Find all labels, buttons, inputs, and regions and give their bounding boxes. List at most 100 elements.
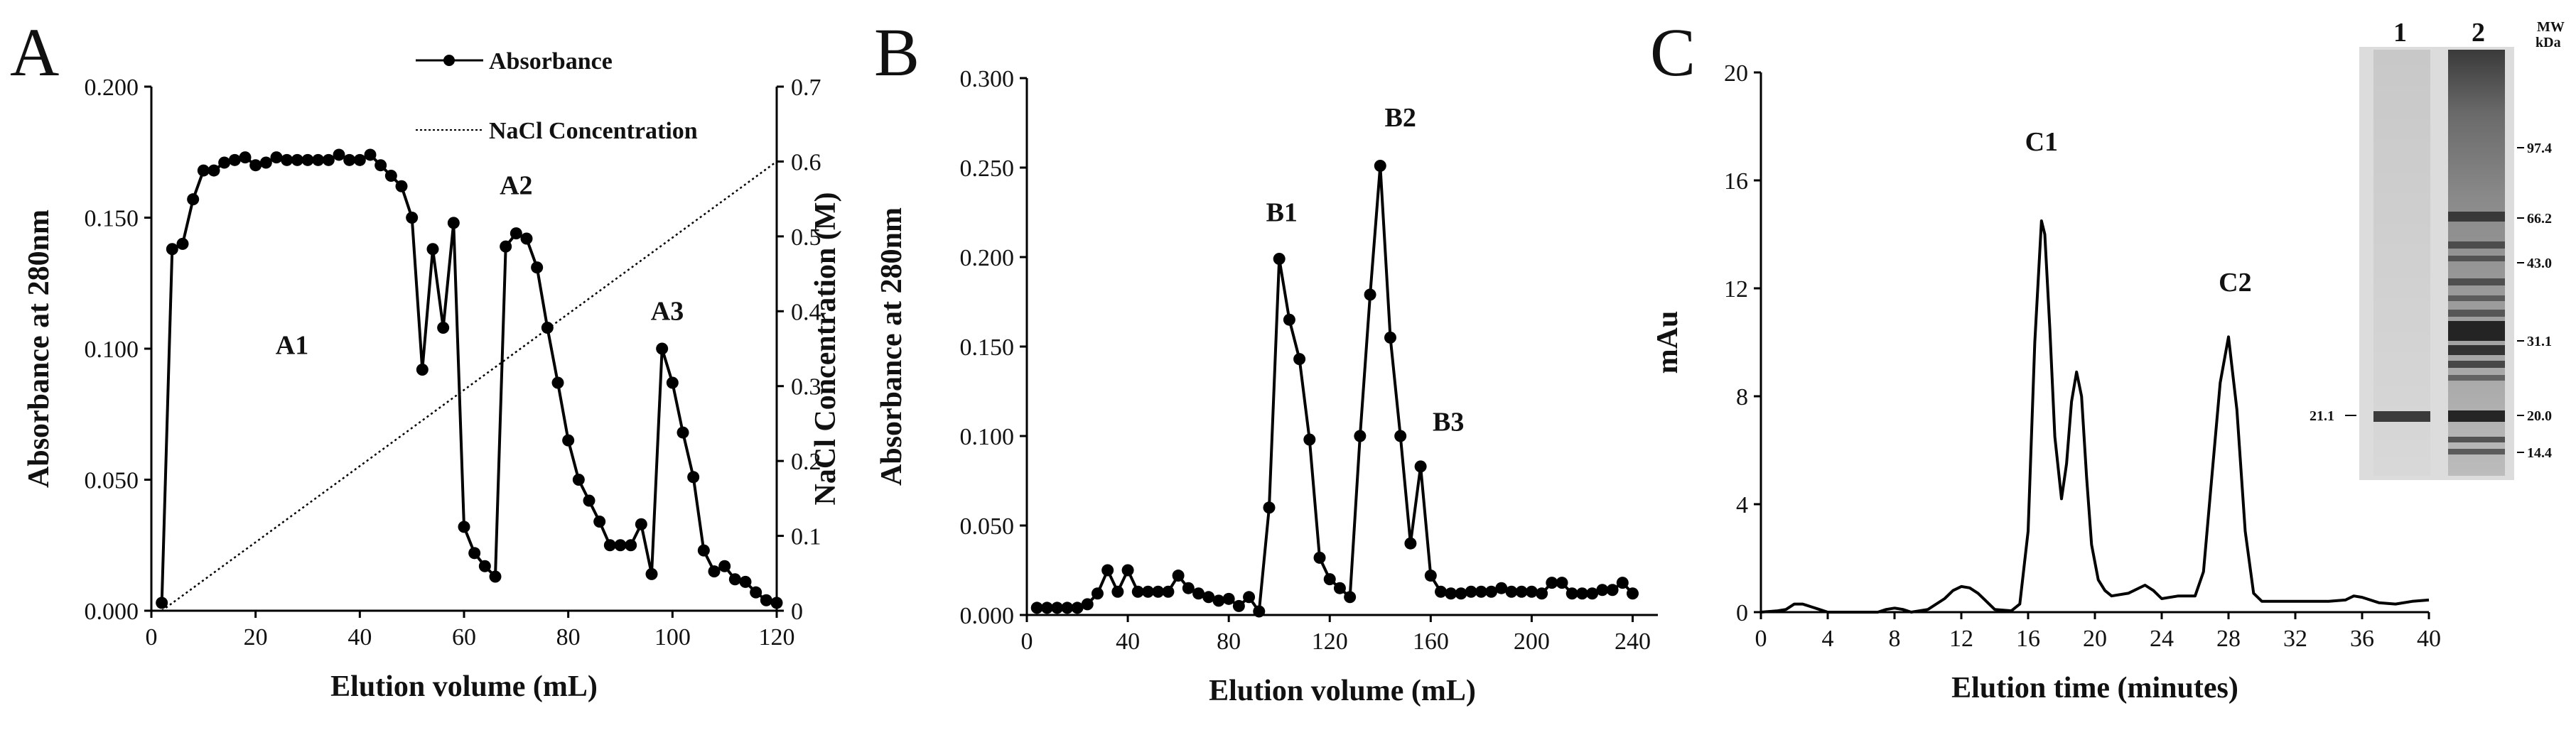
data-point bbox=[301, 153, 314, 166]
y-tick-label: 0.300 bbox=[960, 66, 1015, 92]
gel-markers bbox=[2345, 147, 2524, 453]
data-point bbox=[510, 227, 522, 240]
data-point bbox=[1040, 601, 1053, 614]
data-point bbox=[1485, 585, 1498, 598]
gel-kda-header: kDa bbox=[2535, 35, 2561, 50]
y-tick-label: 0.100 bbox=[85, 337, 139, 363]
data-point bbox=[1071, 601, 1084, 614]
y-axis-title: Absorbance at 280nm bbox=[875, 207, 908, 486]
data-point bbox=[343, 153, 356, 166]
data-point bbox=[426, 243, 439, 256]
data-point bbox=[239, 151, 252, 164]
data-point bbox=[1455, 587, 1467, 600]
data-point bbox=[437, 321, 450, 334]
data-point bbox=[374, 159, 387, 172]
data-point bbox=[1182, 582, 1195, 594]
data-point bbox=[1344, 591, 1357, 604]
x-tick-label: 120 bbox=[759, 624, 795, 650]
data-point bbox=[718, 560, 731, 572]
data-point bbox=[1475, 585, 1487, 598]
data-point bbox=[489, 570, 502, 583]
data-point bbox=[687, 471, 700, 484]
x-tick-label: 60 bbox=[452, 624, 476, 650]
y-tick-label: 0.150 bbox=[85, 206, 139, 232]
data-point bbox=[1404, 537, 1417, 550]
data-point bbox=[1445, 587, 1457, 600]
data-point bbox=[1162, 585, 1175, 598]
data-point bbox=[281, 153, 293, 166]
y2-tick-label: 0.6 bbox=[791, 149, 821, 175]
y2-axis-title: NaCl Concentration (M) bbox=[809, 192, 842, 506]
data-point bbox=[531, 261, 544, 274]
x-tick-label: 32 bbox=[2283, 626, 2307, 652]
x-tick-label: 100 bbox=[654, 624, 691, 650]
data-point bbox=[322, 153, 335, 166]
y-tick-label: 0 bbox=[1736, 600, 1748, 626]
data-point bbox=[1232, 599, 1245, 612]
x-tick-label: 16 bbox=[2016, 626, 2040, 652]
data-point bbox=[1575, 587, 1588, 600]
gel-lane-2 bbox=[2448, 50, 2505, 476]
data-point bbox=[447, 217, 460, 229]
data-point bbox=[614, 539, 627, 552]
data-point bbox=[1333, 582, 1346, 594]
x-tick-label: 28 bbox=[2216, 626, 2241, 652]
data-point bbox=[1394, 430, 1407, 442]
chart-a: 0 20 40 60 80 100 1200.0000.0500.1000.1500.200… bbox=[23, 75, 842, 703]
gel-marker-66: 66.2 bbox=[2527, 211, 2552, 227]
peak-label-b2: B2 bbox=[1385, 103, 1416, 133]
data-point bbox=[468, 547, 481, 560]
data-point bbox=[697, 544, 710, 557]
data-point bbox=[259, 156, 272, 169]
data-point bbox=[458, 521, 470, 533]
peak-label-b1: B1 bbox=[1266, 198, 1298, 228]
data-point bbox=[635, 518, 647, 530]
x-tick-label: 36 bbox=[2350, 626, 2374, 652]
gel-marker-31: 31.1 bbox=[2527, 334, 2552, 349]
data-point bbox=[666, 376, 679, 389]
data-point bbox=[708, 565, 721, 578]
data-point bbox=[1606, 584, 1619, 597]
x-tick-label: 240 bbox=[1615, 628, 1651, 655]
y2-tick-label: 0.1 bbox=[791, 524, 821, 550]
data-point bbox=[1465, 585, 1477, 598]
series-line-absorbance bbox=[1037, 164, 1634, 613]
x-tick-label: 80 bbox=[556, 624, 581, 650]
data-point bbox=[1323, 573, 1336, 586]
data-point bbox=[1202, 591, 1215, 604]
x-axis-title: Elution volume (mL) bbox=[1209, 675, 1476, 707]
x-tick-label: 80 bbox=[1217, 628, 1241, 655]
data-point bbox=[156, 597, 168, 609]
data-point bbox=[1626, 587, 1639, 600]
data-point bbox=[1596, 584, 1609, 597]
data-point bbox=[1243, 591, 1256, 604]
y2-tick-label: 0.4 bbox=[791, 299, 821, 325]
data-point bbox=[395, 180, 408, 192]
data-point bbox=[1152, 585, 1165, 598]
data-point bbox=[1384, 331, 1396, 344]
x-tick-label: 40 bbox=[1116, 628, 1140, 655]
data-point bbox=[1192, 587, 1205, 600]
peak-label-b3: B3 bbox=[1433, 407, 1464, 437]
gel-marker-43: 43.0 bbox=[2527, 256, 2552, 271]
data-point bbox=[1091, 587, 1104, 600]
data-point bbox=[656, 342, 669, 355]
data-point bbox=[760, 594, 772, 606]
x-tick-label: 0 bbox=[146, 624, 158, 650]
data-point bbox=[1293, 353, 1306, 366]
x-tick-label: 0 bbox=[1021, 628, 1033, 655]
data-point bbox=[1030, 601, 1043, 614]
data-point bbox=[1131, 585, 1144, 598]
data-point bbox=[520, 232, 533, 245]
data-point bbox=[1101, 564, 1114, 577]
x-tick-label: 40 bbox=[2417, 626, 2441, 652]
x-tick-label: 8 bbox=[1889, 626, 1901, 652]
gel-lane-2-bands bbox=[2448, 212, 2505, 454]
y-axis-title: Absorbance at 280nm bbox=[23, 209, 55, 488]
x-tick-label: 200 bbox=[1514, 628, 1550, 655]
series-line-absorbance bbox=[160, 153, 777, 604]
x-tick-label: 120 bbox=[1312, 628, 1348, 655]
data-point bbox=[1263, 501, 1276, 514]
chart-c: 0 4 8 12 16 20 24 28 32 36 40 0 4 8 12 16 20 Elution time… bbox=[1651, 60, 2441, 704]
